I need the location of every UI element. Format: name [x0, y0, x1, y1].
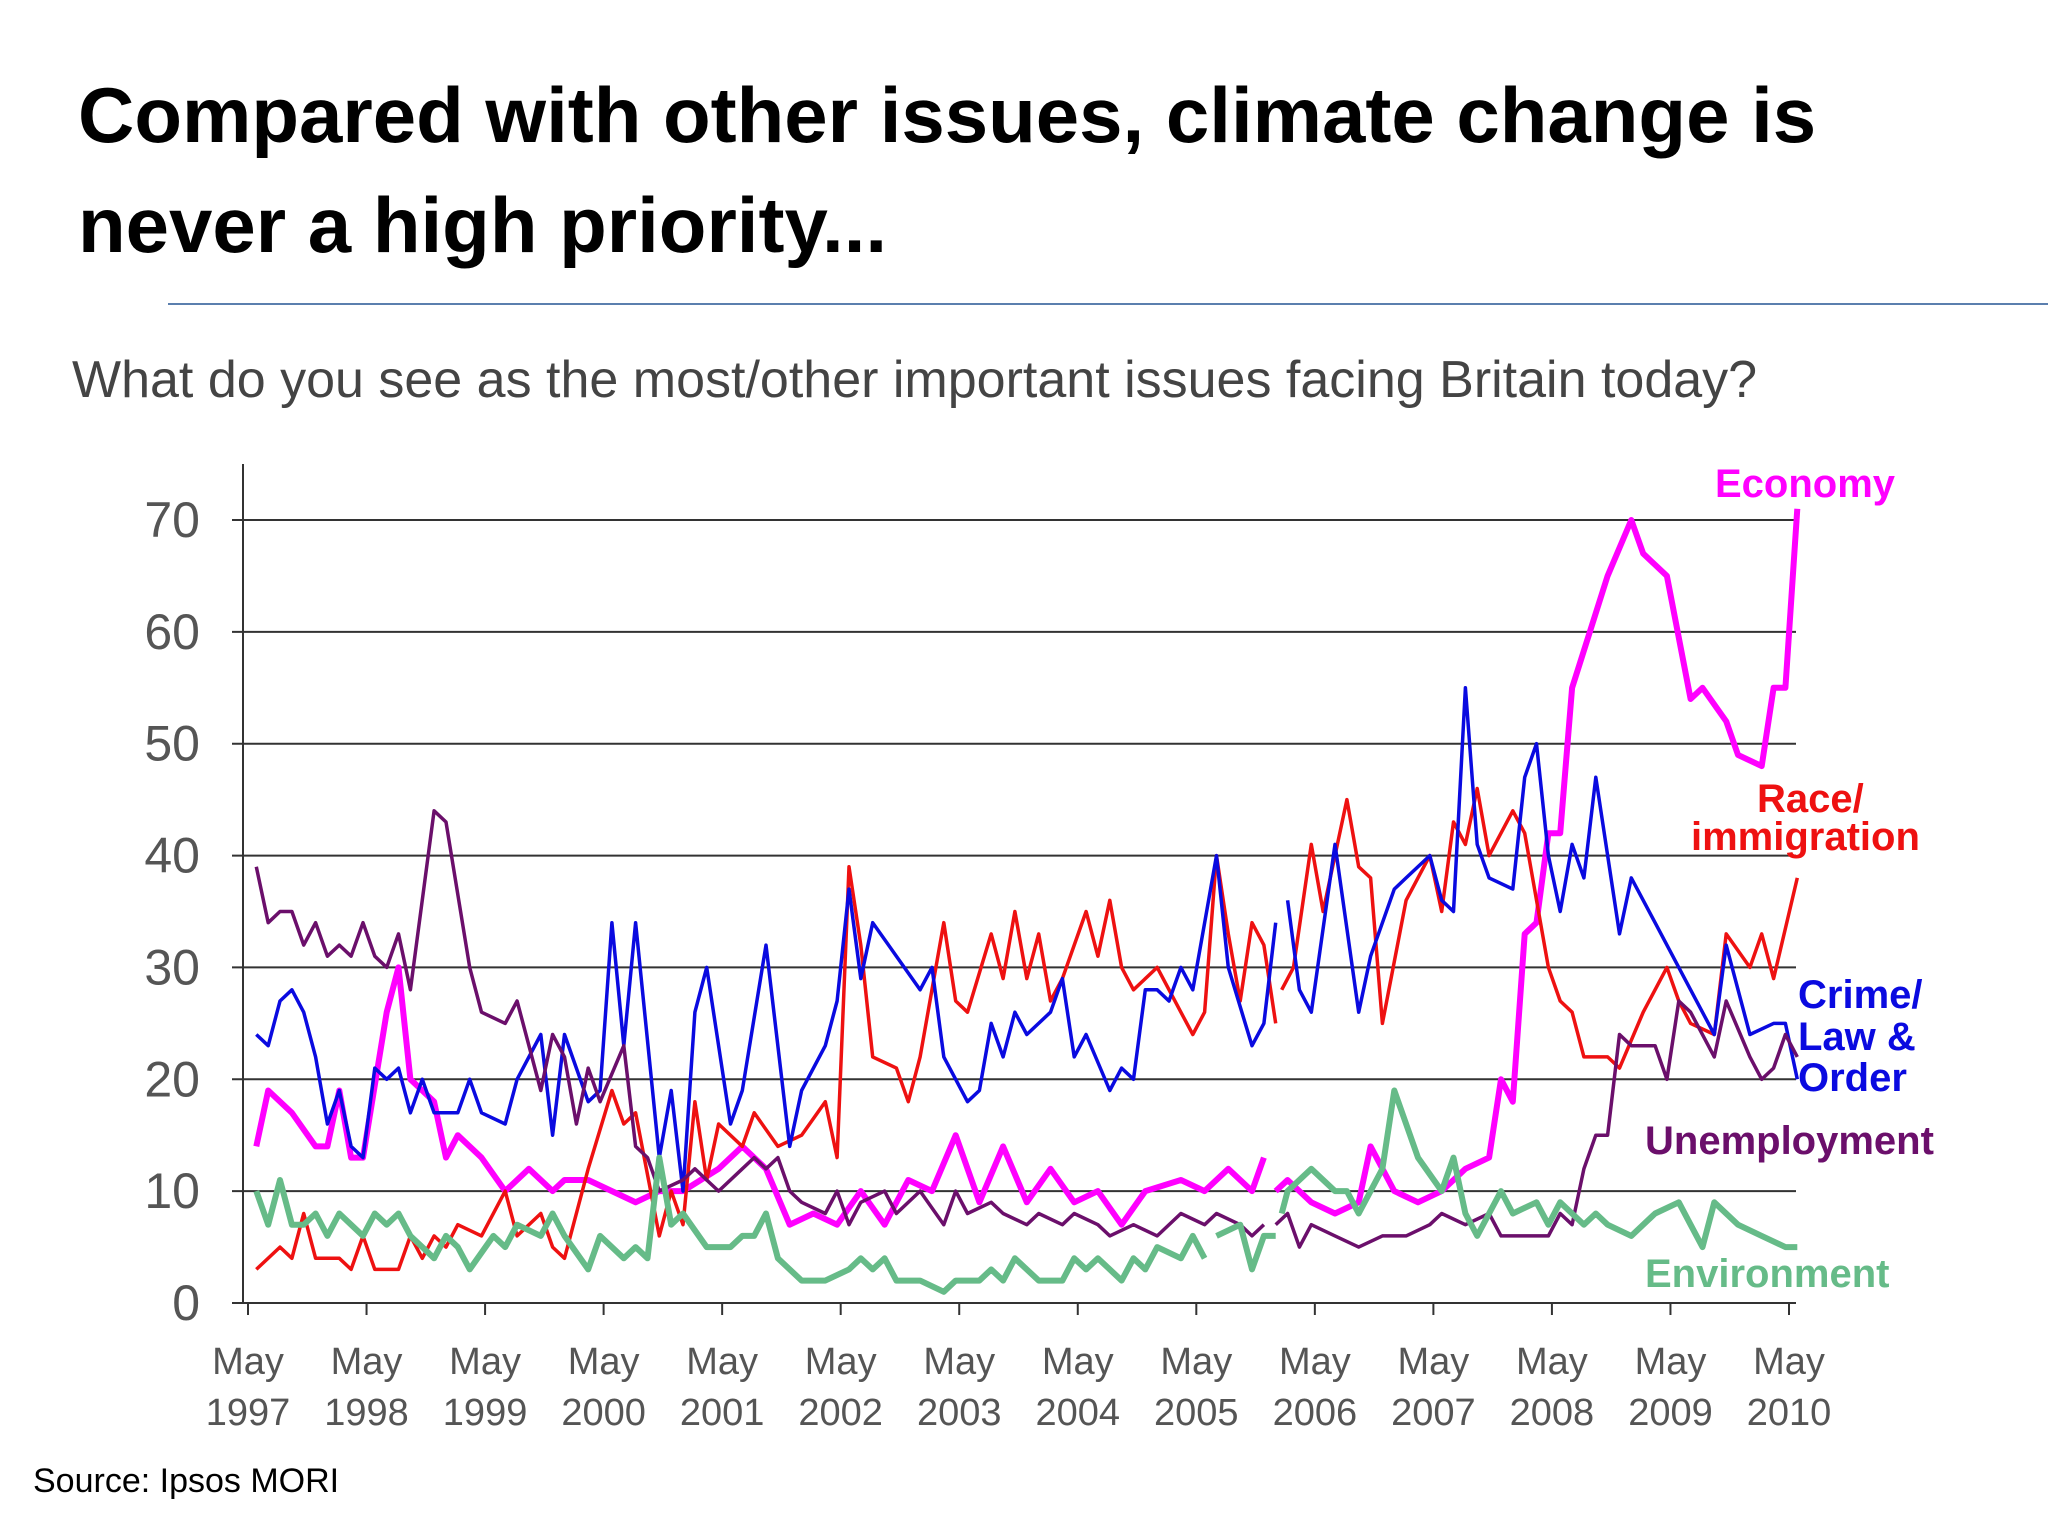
x-tick-month: May: [449, 1341, 521, 1383]
slide-title: Compared with other issues, climate chan…: [78, 71, 1817, 269]
y-tick-label: 20: [144, 1051, 200, 1107]
series-line-crime-law-order: [255, 686, 1800, 1193]
series-label: Law &: [1798, 1015, 1916, 1059]
series-label: Race/: [1757, 777, 1864, 821]
series-labels: Economy Race/immigration Crime/Law &Order U…: [1645, 462, 1934, 1296]
x-tick-year: 2001: [680, 1392, 765, 1434]
series-label: immigration: [1691, 815, 1920, 859]
x-tick-month: May: [686, 1341, 758, 1383]
series-line-unemployment: [254, 809, 1799, 1249]
y-tick-labels: 0 10 20 30 40 50 60 70: [144, 492, 200, 1331]
x-tick-month: May: [212, 1341, 284, 1383]
x-tick-year: 2010: [1747, 1392, 1832, 1434]
series-label: Economy: [1715, 462, 1896, 506]
series-lines: [253, 508, 1801, 1295]
series-label: Environment: [1645, 1252, 1889, 1296]
chart-title: What do you see as the most/other import…: [72, 351, 1758, 409]
x-tick-month: May: [568, 1341, 640, 1383]
x-tick-month: May: [331, 1341, 403, 1383]
title-divider: [168, 303, 2048, 305]
y-tick-label: 70: [144, 492, 200, 548]
y-tick-label: 40: [144, 828, 200, 884]
y-tick-label: 10: [144, 1163, 200, 1219]
series-line-economy: [253, 508, 1801, 1228]
x-tick-year: 1997: [206, 1392, 291, 1434]
source-note: Source: Ipsos MORI: [33, 1462, 340, 1500]
y-tick-label: 30: [144, 939, 200, 995]
y-tick-label: 0: [172, 1275, 200, 1331]
x-tick-labels: May 1997 May 1998 May 1999 May 2000 May 2001 May 20…: [206, 1341, 1832, 1434]
gridlines: [232, 519, 1796, 1193]
axes: [232, 464, 1796, 1315]
x-tick-month: May: [1042, 1341, 1114, 1383]
x-tick-year: 2006: [1273, 1392, 1358, 1434]
x-tick-year: 2004: [1035, 1392, 1120, 1434]
x-tick-month: May: [1753, 1341, 1825, 1383]
y-tick-label: 60: [144, 604, 200, 660]
x-tick-year: 2002: [798, 1392, 883, 1434]
x-tick-year: 1999: [443, 1392, 528, 1434]
x-tick-month: May: [1160, 1341, 1232, 1383]
x-tick-month: May: [1635, 1341, 1707, 1383]
series-label: Unemployment: [1645, 1119, 1934, 1163]
x-tick-month: May: [1516, 1341, 1588, 1383]
x-tick-month: May: [1279, 1341, 1351, 1383]
x-tick-year: 2007: [1391, 1392, 1476, 1434]
x-tick-year: 2008: [1510, 1392, 1595, 1434]
x-tick-month: May: [805, 1341, 877, 1383]
y-tick-label: 50: [144, 716, 200, 772]
x-tick-month: May: [923, 1341, 995, 1383]
x-tick-year: 2005: [1154, 1392, 1239, 1434]
series-label: Crime/: [1798, 973, 1923, 1017]
series-line-environment: [253, 1087, 1798, 1295]
x-tick-year: 2009: [1628, 1392, 1713, 1434]
x-tick-year: 2003: [917, 1392, 1002, 1434]
x-tick-year: 1998: [324, 1392, 409, 1434]
x-tick-year: 2000: [561, 1392, 646, 1434]
x-tick-month: May: [1397, 1341, 1469, 1383]
series-label: Order: [1798, 1056, 1907, 1100]
